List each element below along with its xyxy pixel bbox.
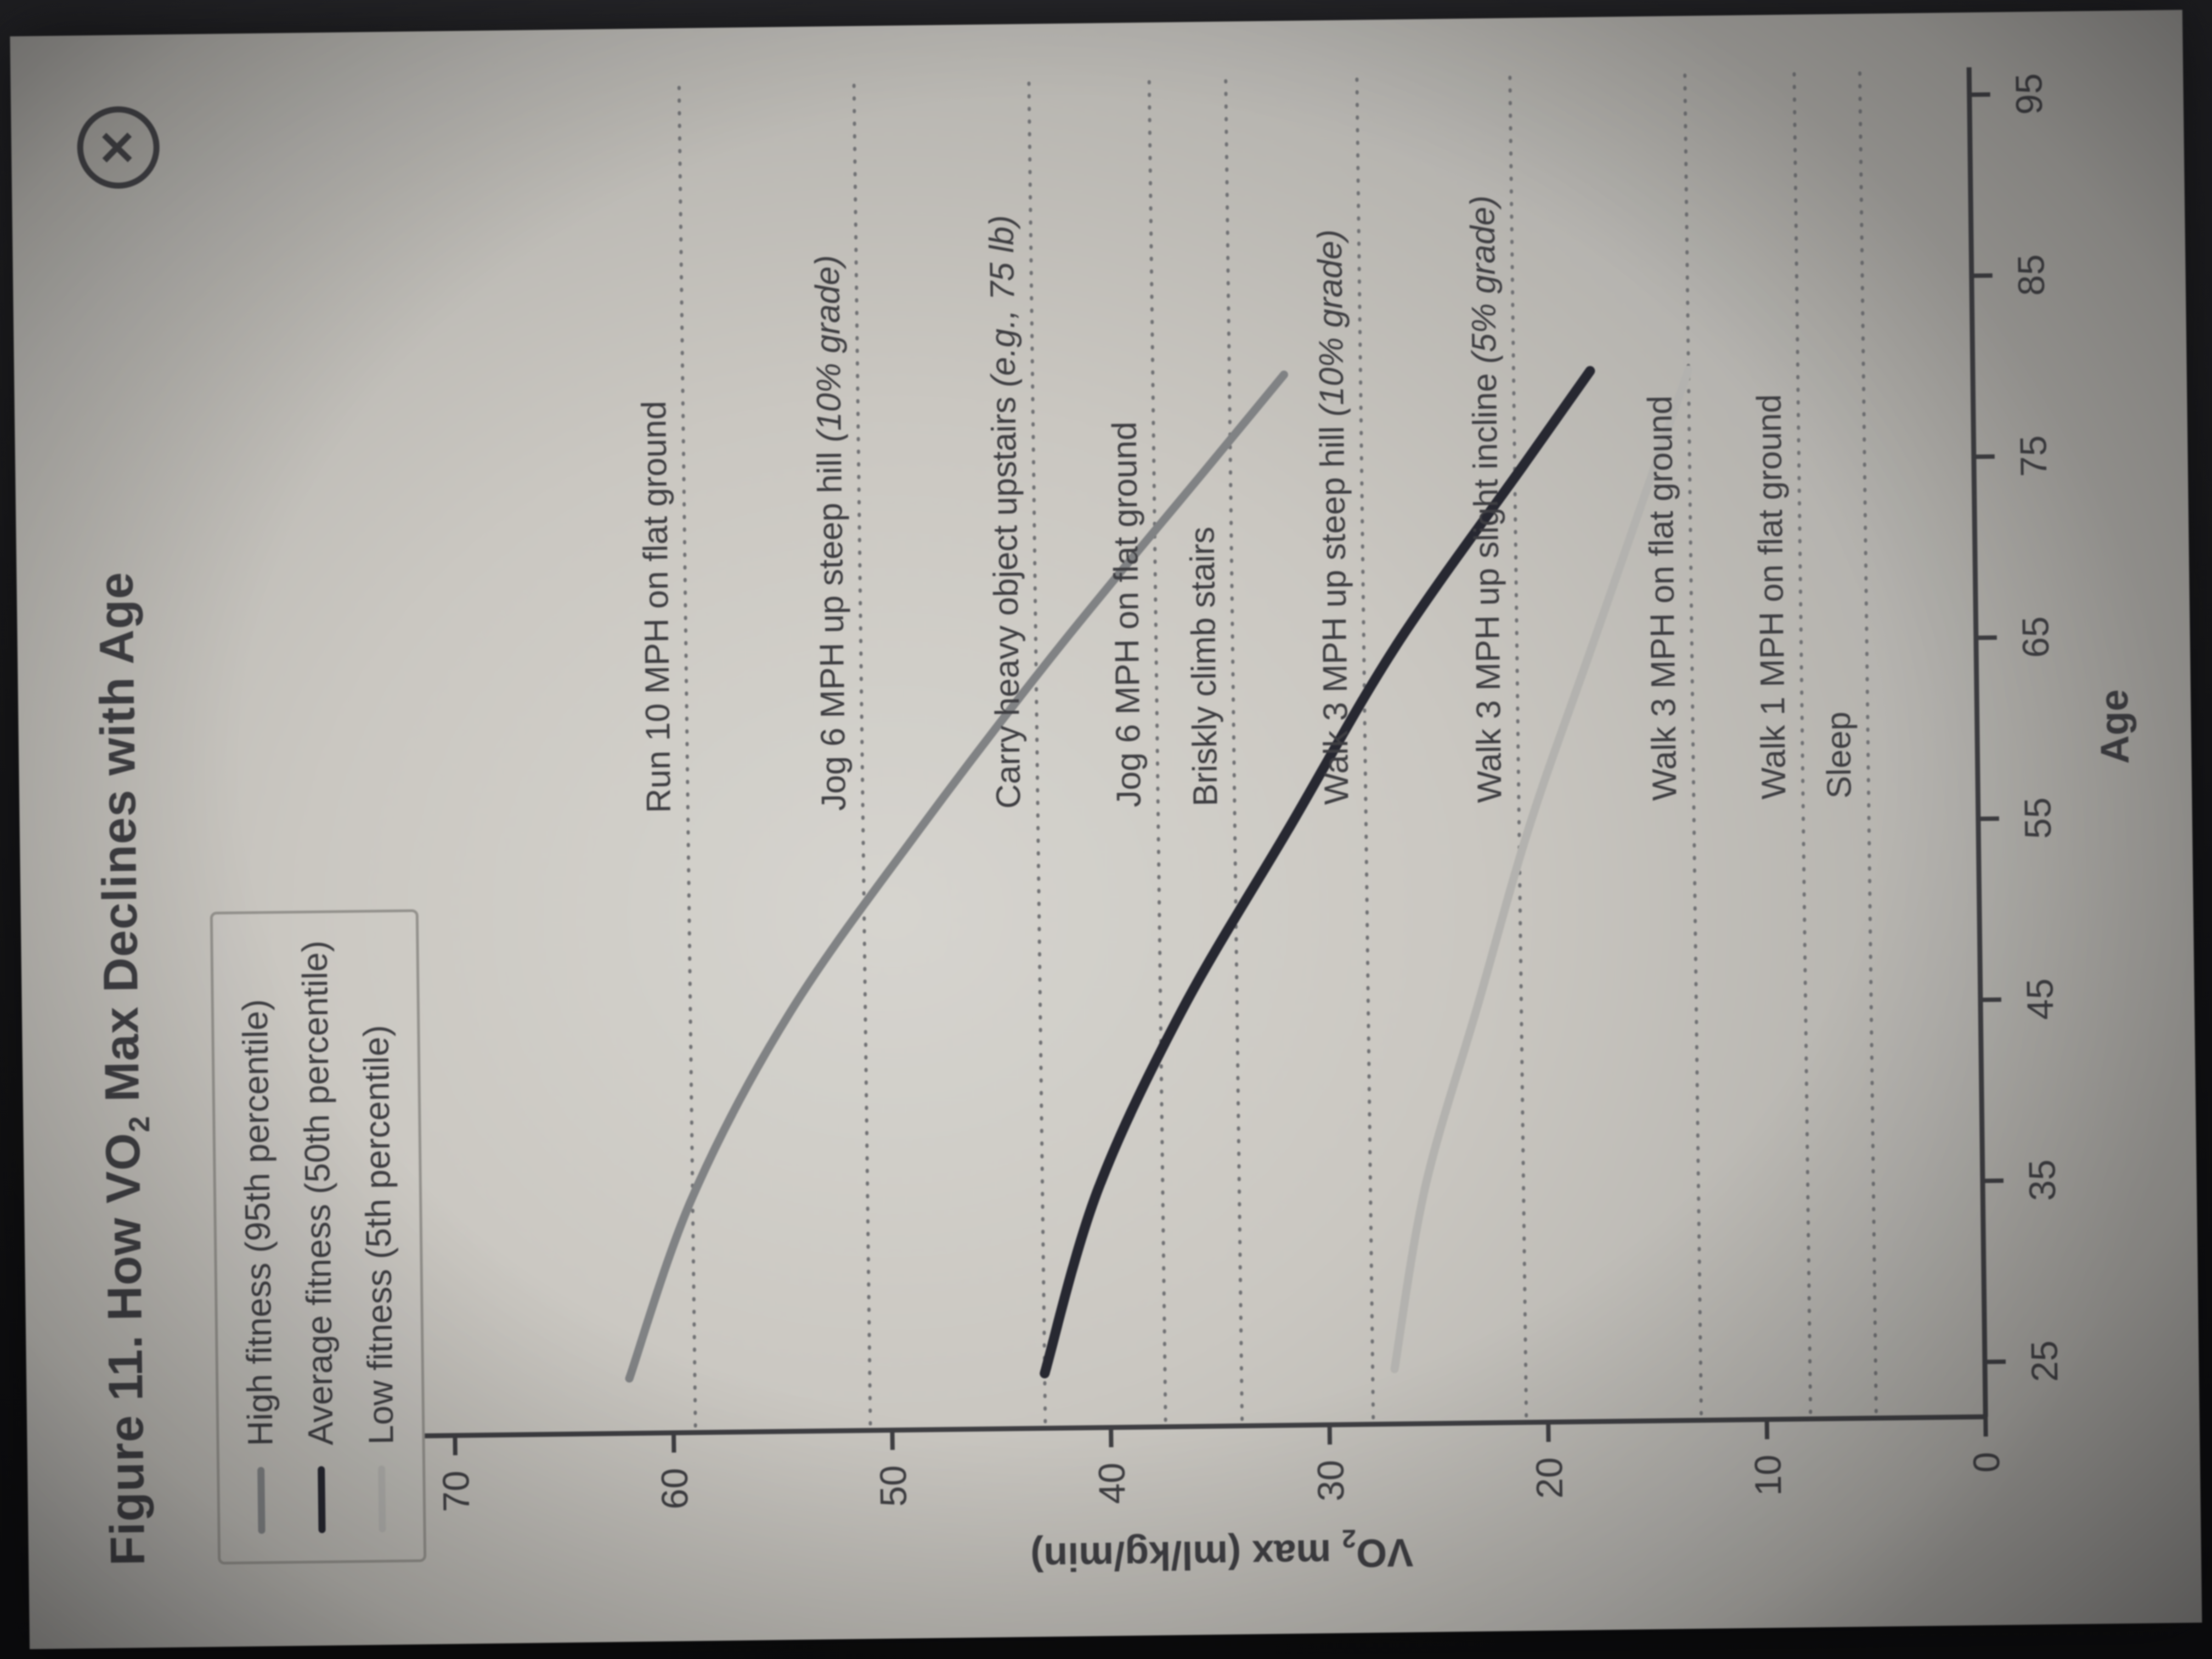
reference-line [852, 79, 872, 1426]
reference-label: Briskly climb stairs [1183, 527, 1224, 807]
reference-line [1224, 75, 1244, 1421]
vo2max-decline-chart: 0 10 20 30 40 50 60 70 25 35 45 55 65 75 85 95 Run 10 MP… [425, 67, 2137, 1579]
x-tick-label: 45 [2019, 978, 2061, 1020]
reference-label: Walk 3 MPH up steep hill (10% grade) [1311, 229, 1356, 805]
x-tick-label: 35 [2021, 1159, 2063, 1201]
reference-label: Walk 3 MPH up slight incline (5% grade) [1464, 195, 1509, 803]
y-tick-label: 70 [435, 1470, 477, 1513]
y-axis-title: VO2 max (ml/kg/min) [1030, 1523, 1414, 1579]
reference-line [1147, 75, 1167, 1422]
x-axis-title: Age [2092, 689, 2137, 764]
x-tick-label: 75 [2012, 435, 2055, 477]
series-curve-high [625, 370, 1288, 1383]
y-tick-label: 20 [1528, 1457, 1571, 1499]
y-tick-label: 50 [872, 1465, 915, 1507]
reference-label: Carry heavy object upstairs (e.g., 75 lb… [983, 215, 1028, 809]
x-tick-label: 55 [2017, 797, 2059, 839]
y-axis-line [425, 1414, 1986, 1438]
x-tick-label: 65 [2015, 616, 2057, 658]
reference-label: Run 10 MPH on flat ground [635, 400, 678, 813]
x-tick-label: 25 [2024, 1340, 2066, 1383]
x-tick-label: 85 [2010, 254, 2052, 296]
reference-line [1792, 67, 1813, 1414]
figure-page: Figure 11. How VO2 Max Declines with Age… [10, 9, 2202, 1650]
reference-line [1683, 69, 1703, 1415]
reference-label: Jog 6 MPH on flat ground [1105, 421, 1148, 808]
y-tick-label: 0 [1966, 1452, 2007, 1473]
reference-line [1858, 67, 1878, 1413]
y-tick-label: 10 [1747, 1454, 1789, 1497]
reference-line [1508, 71, 1528, 1418]
x-axis-line [1966, 67, 1988, 1417]
reference-line [1355, 73, 1375, 1420]
y-tick-label: 60 [654, 1468, 696, 1510]
y-tick-label: 40 [1091, 1462, 1133, 1504]
reference-label: Walk 1 MPH on flat ground [1751, 394, 1793, 799]
reference-line [1027, 77, 1047, 1424]
x-tick-label: 95 [2008, 73, 2050, 115]
reference-label: Sleep [1820, 712, 1859, 799]
y-tick-label: 30 [1310, 1460, 1352, 1502]
reference-label: Walk 3 MPH on flat ground [1641, 396, 1684, 801]
reference-label: Jog 6 MPH up steep hill (10% grade) [808, 255, 853, 811]
